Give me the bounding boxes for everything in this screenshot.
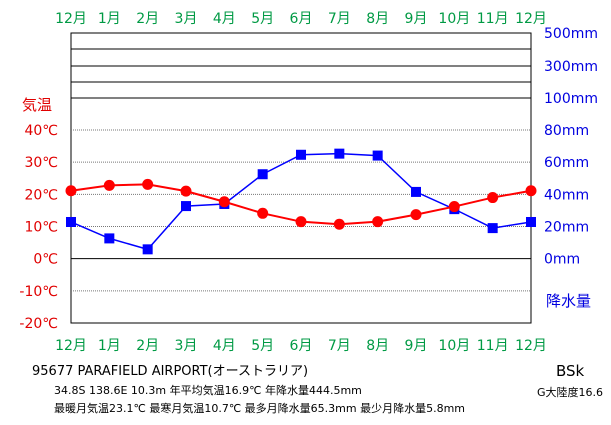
temp-point [180,185,192,197]
temp-point [525,185,537,197]
month-label-top: 12月 [55,11,87,27]
precip-tick-label: 80mm [544,123,589,139]
series-markers [65,148,537,255]
month-label-bottom: 3月 [175,338,198,354]
temp-point [103,179,115,191]
month-label-top: 5月 [251,11,274,27]
month-label-bottom: 1月 [98,338,121,354]
temp-point [218,196,230,208]
month-label-top: 6月 [290,11,313,27]
climate-class: BSk [556,362,585,380]
precip-point [142,244,153,255]
precip-tick-label: 20mm [544,220,589,236]
precip-point [487,223,498,234]
temp-axis-title: 気温 [22,96,52,114]
month-labels: 12月 12月 1月 1月 2月 2月 3月 3月 4月 4月 5月 5月 6月 6月 7月 7月 8月 8月 9月… [55,11,547,354]
temp-tick-label: -20℃ [19,316,58,332]
precip-tick-label: 500mm [544,26,598,42]
temp-point [448,201,460,213]
precip-point [526,216,536,227]
temp-point [487,192,499,204]
month-label-top: 10月 [438,11,470,27]
temp-tick-label: -10℃ [19,284,58,300]
precip-axis-ticks: 500mm 300mm 100mm 80mm 60mm 40mm 20mm 0mm [544,26,598,268]
station-line-3: 最暖月気温23.1℃ 最寒月気温10.7℃ 最多月降水量65.3mm 最少月降水… [54,401,465,415]
temp-tick-label: 40℃ [24,123,58,139]
precip-point [104,233,115,244]
month-label-top: 1月 [98,11,121,27]
temp-point [295,216,307,228]
station-line-2: 34.8S 138.6E 10.3m 年平均気温16.9℃ 年降水量444.5m… [54,383,362,397]
temp-point [410,209,422,221]
precip-tick-label: 60mm [544,155,589,171]
month-label-top: 12月 [515,11,547,27]
temp-point [372,216,384,228]
month-label-bottom: 11月 [477,338,509,354]
precip-point [411,186,421,197]
temp-point [142,178,154,190]
station-line-1: 95677 PARAFIELD AIRPORT(オーストラリア) [32,364,308,379]
precip-point [296,149,306,160]
temp-point [333,218,345,230]
month-label-top: 2月 [136,11,159,27]
month-label-bottom: 7月 [328,338,351,354]
month-label-top: 9月 [405,11,428,27]
precip-point [66,216,76,227]
precip-tick-label: 100mm [544,91,598,107]
grid [70,32,532,324]
month-label-top: 11月 [477,11,509,27]
month-label-bottom: 4月 [213,338,236,354]
month-label-bottom: 8月 [366,338,389,354]
continentality: G大陸度16.6 [537,385,603,399]
month-label-bottom: 6月 [290,338,313,354]
precip-point [257,169,268,180]
precip-tick-label: 0mm [544,252,580,268]
precip-point [372,150,383,161]
plot-frame [70,32,532,324]
month-label-top: 8月 [366,11,389,27]
month-label-top: 7月 [328,11,351,27]
month-label-bottom: 2月 [136,338,159,354]
temp-tick-label: 10℃ [24,220,58,236]
temp-tick-label: 20℃ [24,187,58,203]
month-label-bottom: 5月 [251,338,274,354]
month-label-bottom: 10月 [438,338,470,354]
precip-tick-label: 40mm [544,187,589,203]
month-label-bottom: 9月 [405,338,428,354]
month-label-top: 3月 [175,11,198,27]
temp-point [65,185,77,197]
temp-axis-ticks: 40℃ 30℃ 20℃ 10℃ 0℃ -10℃ -20℃ [19,123,58,332]
precip-axis-title: 降水量 [546,292,591,310]
month-label-bottom: 12月 [55,338,87,354]
precip-point [334,148,345,159]
month-label-top: 4月 [213,11,236,27]
temp-tick-label: 30℃ [24,155,58,171]
series-lines [70,152,532,251]
precip-tick-label: 300mm [544,59,598,75]
precip-point [181,201,191,212]
temp-point [257,207,269,219]
temp-tick-label: 0℃ [33,252,58,268]
month-label-bottom: 12月 [515,338,547,354]
precip-line [70,152,532,251]
